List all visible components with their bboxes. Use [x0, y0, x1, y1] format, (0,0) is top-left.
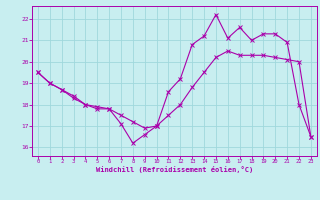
X-axis label: Windchill (Refroidissement éolien,°C): Windchill (Refroidissement éolien,°C)	[96, 166, 253, 173]
